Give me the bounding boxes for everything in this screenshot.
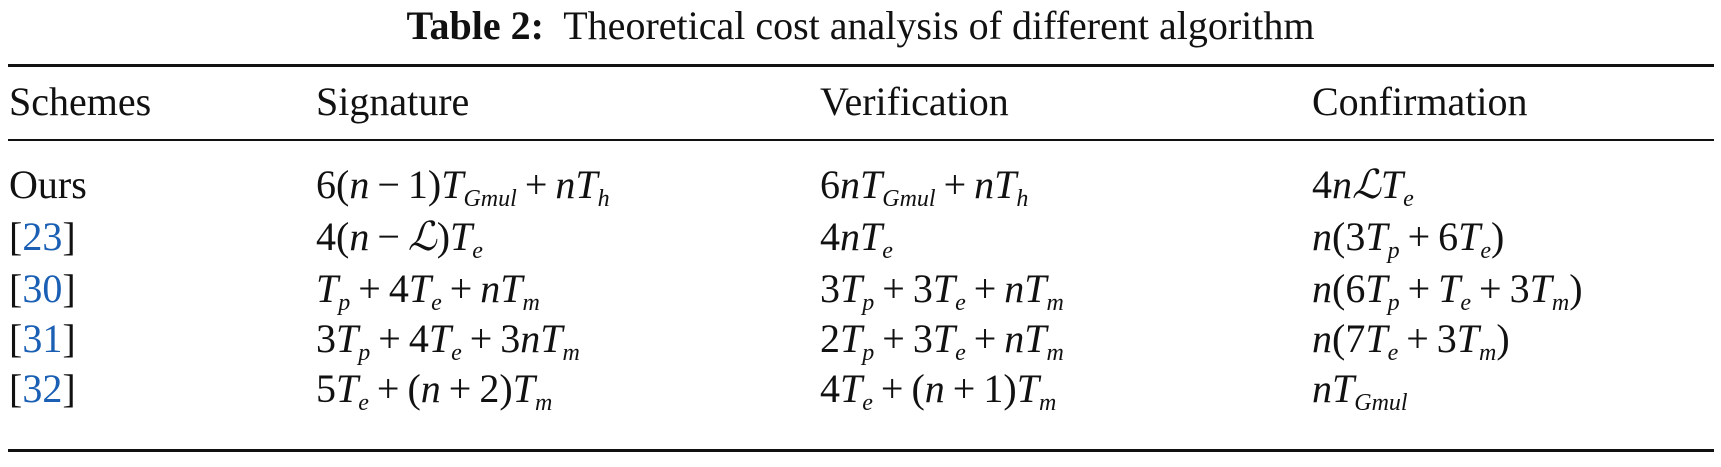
confirmation-cost-cell: n(7Te +3Tm) — [1312, 316, 1510, 366]
bottom-rule — [8, 449, 1714, 452]
scheme-cell: [31] — [9, 316, 76, 361]
signature-cost-cell: 6(n −1)TGmul + nTh — [316, 162, 610, 212]
verification-cost-cell: 3Tp +3Te + nTm — [820, 266, 1064, 316]
caption-label: Table 2: — [406, 3, 544, 48]
verification-cost-cell: 6nTGmul + nTh — [820, 162, 1029, 212]
table-row: [31] 3Tp +4Te +3nTm 2Tp +3Te + nTm n(7Te +3Tm) — [0, 315, 1721, 365]
header-rule — [8, 139, 1714, 141]
header-confirmation: Confirmation — [1312, 79, 1528, 124]
confirmation-cost-cell: n(3Tp +6Te) — [1312, 214, 1505, 264]
caption-text: Theoretical cost analysis of different a… — [563, 3, 1315, 48]
verification-cost-cell: 4Te + (n +1)Tm — [820, 366, 1057, 416]
reference-link[interactable]: 30 — [22, 266, 63, 311]
table-row: Ours 6(n −1)TGmul + nTh 6nTGmul + nTh 4nℒTe — [0, 161, 1721, 211]
table-header-row: Schemes Signature Verification Confirmat… — [0, 78, 1721, 128]
scheme-cell: [32] — [9, 366, 76, 411]
reference-link[interactable]: 23 — [22, 214, 63, 259]
scheme-cell: [23] — [9, 214, 76, 259]
confirmation-cost-cell: nTGmul — [1312, 366, 1408, 416]
header-verification: Verification — [820, 79, 1009, 124]
reference-link[interactable]: 32 — [22, 366, 63, 411]
signature-cost-cell: 4(n − ℒ)Te — [316, 214, 483, 264]
scheme-cell: Ours — [9, 162, 87, 207]
verification-cost-cell: 4nTe — [820, 214, 893, 264]
signature-cost-cell: Tp +4Te + nTm — [316, 266, 540, 316]
scheme-cell: [30] — [9, 266, 76, 311]
table-row: [23] 4(n − ℒ)Te 4nTe n(3Tp +6Te) — [0, 213, 1721, 263]
header-schemes: Schemes — [9, 79, 152, 124]
confirmation-cost-cell: 4nℒTe — [1312, 162, 1414, 212]
signature-cost-cell: 3Tp +4Te +3nTm — [316, 316, 580, 366]
reference-link[interactable]: 31 — [22, 316, 63, 361]
header-signature: Signature — [316, 79, 470, 124]
top-rule — [8, 64, 1714, 67]
confirmation-cost-cell: n(6Tp + Te +3Tm) — [1312, 266, 1583, 316]
table-row: [30] Tp +4Te + nTm 3Tp +3Te + nTm n(6Tp + Te +3Tm) — [0, 265, 1721, 315]
verification-cost-cell: 2Tp +3Te + nTm — [820, 316, 1064, 366]
table-caption: Table 2: Theoretical cost analysis of di… — [0, 2, 1721, 49]
table-row: [32] 5Te + (n +2)Tm 4Te + (n +1)Tm nTGmul — [0, 365, 1721, 415]
signature-cost-cell: 5Te + (n +2)Tm — [316, 366, 553, 416]
